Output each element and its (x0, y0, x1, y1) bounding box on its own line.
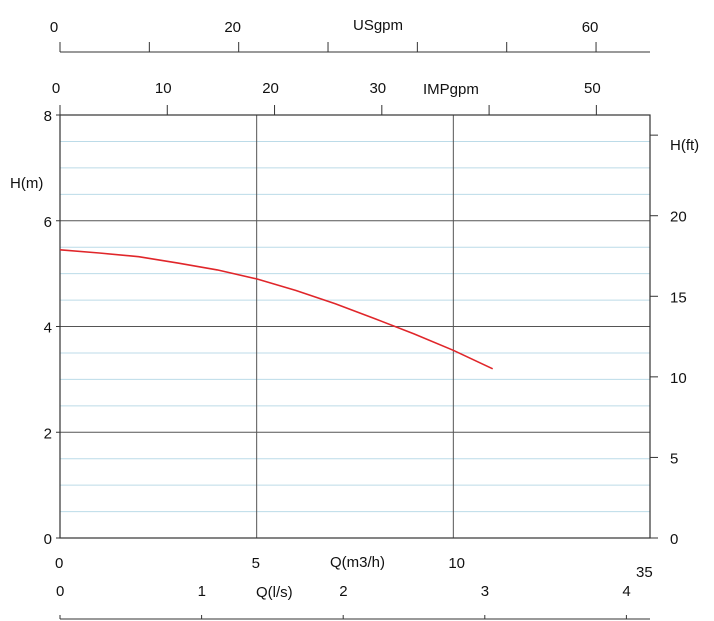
impgpm-tick-label: 50 (584, 80, 601, 97)
usgpm-axis-title: USgpm (353, 17, 403, 34)
x-main-tick-label: 5 (252, 555, 260, 572)
y-left-tick-label: 6 (44, 214, 52, 231)
ls-tick-label: 0 (56, 583, 64, 600)
y-left-tick-label: 2 (44, 425, 52, 442)
impgpm-tick-label: 20 (262, 80, 279, 97)
y-right-tick-label: 0 (670, 531, 678, 548)
impgpm-tick-label: 10 (155, 80, 172, 97)
x-ls-axis-title: Q(l/s) (256, 584, 293, 601)
x-main-tick-label: 10 (448, 555, 465, 572)
impgpm-tick-label: 0 (52, 80, 60, 97)
usgpm-tick-label: 0 (50, 19, 58, 36)
y-left-axis-title: H(m) (10, 175, 43, 192)
y-left-tick-label: 8 (44, 108, 52, 125)
ls-tick-label: 4 (622, 583, 630, 600)
usgpm-tick-label: 20 (224, 19, 241, 36)
impgpm-axis-title: IMPgpm (423, 81, 479, 98)
y-left-tick-label: 0 (44, 531, 52, 548)
ls-tick-label: 3 (481, 583, 489, 600)
ls-tick-label: 1 (198, 583, 206, 600)
extra-label-35: 35 (636, 564, 653, 581)
x-main-tick-label: 0 (55, 555, 63, 572)
x-main-axis-title: Q(m3/h) (330, 554, 385, 571)
y-left-tick-label: 4 (44, 320, 52, 337)
y-right-axis-title: H(ft) (670, 137, 699, 154)
ls-tick-label: 2 (339, 583, 347, 600)
y-right-tick-label: 15 (670, 289, 687, 306)
grid (60, 115, 650, 538)
usgpm-tick-label: 60 (582, 19, 599, 36)
y-right-tick-label: 10 (670, 370, 687, 387)
y-right-tick-label: 20 (670, 209, 687, 226)
series-curve (59, 249, 494, 370)
impgpm-tick-label: 30 (369, 80, 386, 97)
y-right-tick-label: 5 (670, 450, 678, 467)
